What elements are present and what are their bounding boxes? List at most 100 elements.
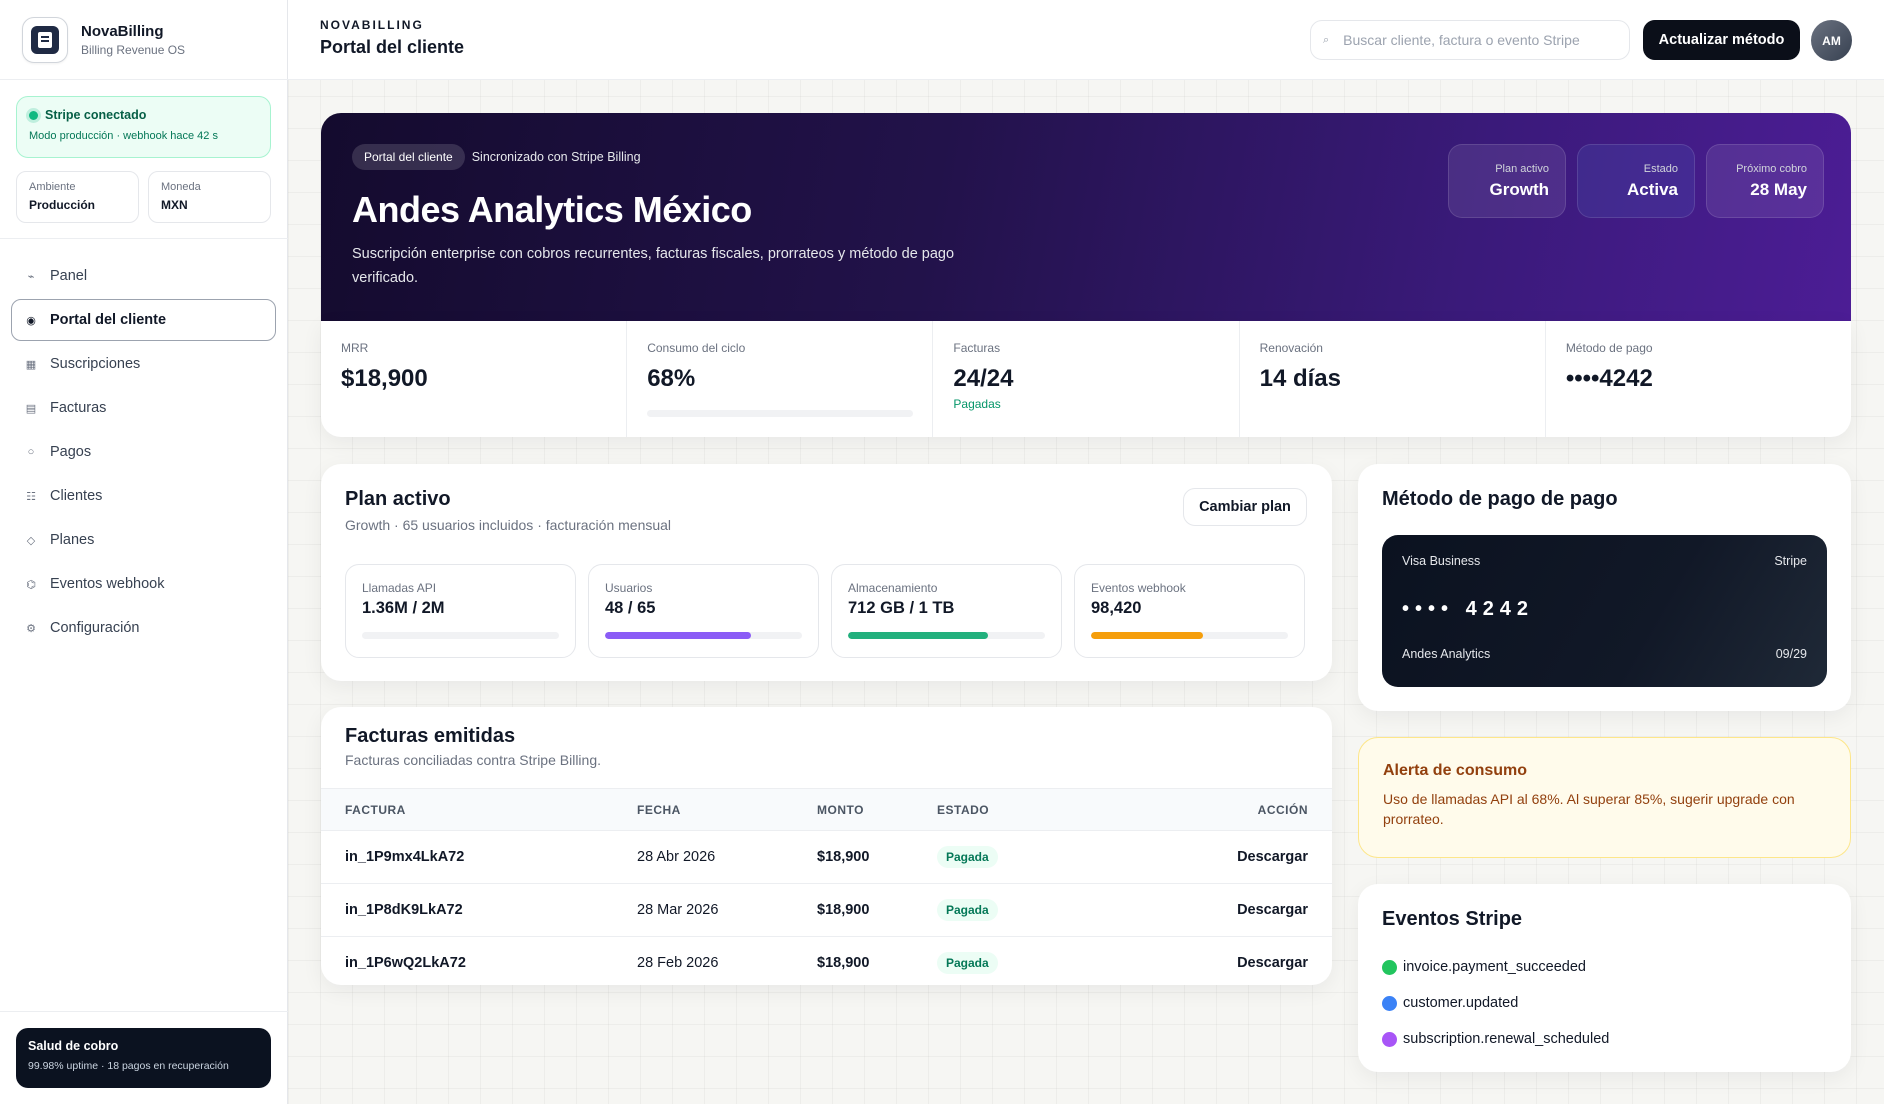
search-icon: ⌕	[1323, 33, 1330, 46]
sidebar-item-label: Planes	[50, 532, 95, 548]
invoices-table: FACTURA FECHA MONTO ESTADO ACCIÓN in_1P9…	[321, 788, 1332, 985]
usage-metric: Almacenamiento 712 GB / 1 TB	[831, 564, 1062, 658]
hero-stat-value: Activa	[1626, 180, 1678, 199]
hero-stat-plan: Plan activo Growth	[1448, 144, 1566, 218]
kpi-invoices: Facturas 24/24 Pagadas	[933, 321, 1240, 437]
event-name: customer.updated	[1403, 995, 1519, 1011]
topbar: NOVABILLING Portal del cliente ⌕ Actuali…	[288, 0, 1884, 80]
sidebar-item-facturas[interactable]: ▤ Facturas	[11, 387, 276, 429]
sidebar-nav: ⌁ Panel ◉ Portal del cliente ▦ Suscripciones ▤…	[11, 255, 276, 651]
avatar[interactable]: AM	[1811, 20, 1852, 61]
environment-label: Ambiente	[29, 181, 76, 193]
hero-chip: Portal del cliente	[352, 144, 465, 170]
diamond-icon: ◇	[26, 534, 36, 547]
column-header[interactable]: FECHA	[637, 788, 817, 831]
usage-label: Eventos webhook	[1091, 581, 1186, 595]
change-plan-button[interactable]: Cambiar plan	[1183, 488, 1307, 526]
customer-hero: Portal del cliente Sincronizado con Stri…	[321, 113, 1851, 321]
currency-value: MXN	[161, 198, 188, 212]
sidebar-item-portal-del-cliente[interactable]: ◉ Portal del cliente	[11, 299, 276, 341]
list-icon: ☷	[26, 490, 36, 503]
currency-label: Moneda	[161, 181, 201, 193]
environment-box: Ambiente Producción	[16, 171, 139, 223]
billing-health-card: Salud de cobro 99.98% uptime · 18 pagos …	[16, 1028, 271, 1088]
active-plan-card: Plan activo Growth · 65 usuarios incluid…	[321, 464, 1332, 681]
kpi-label: Facturas	[953, 341, 1001, 355]
table-row[interactable]: in_1P8dK9LkA72 28 Mar 2026 $18,900 Pagada De…	[321, 883, 1332, 937]
topbar-kicker: NOVABILLING	[320, 18, 424, 32]
brand[interactable]: NovaBilling Billing Revenue OS	[22, 16, 272, 64]
sidebar-item-eventos-webhook[interactable]: ⌬ Eventos webhook	[11, 563, 276, 605]
status-dot-icon	[29, 110, 38, 120]
column-header[interactable]: ESTADO	[937, 788, 1092, 831]
hero-stat-value: Growth	[1489, 180, 1550, 199]
table-row[interactable]: in_1P6wQ2LkA72 28 Feb 2026 $18,900 Pagada De…	[321, 937, 1332, 986]
kpi-value: 24/24	[953, 365, 1014, 392]
sidebar-divider	[0, 1011, 288, 1012]
usage-progress-bar	[1091, 632, 1288, 639]
events-title: Eventos Stripe	[1382, 908, 1523, 930]
hero-stat-label: Próximo cobro	[1736, 163, 1807, 175]
hero-stat-label: Estado	[1643, 163, 1678, 175]
download-invoice-link[interactable]: Descargar	[1091, 830, 1332, 884]
table-row[interactable]: in_1P9mx4LkA72 28 Abr 2026 $18,900 Pagada De…	[321, 830, 1332, 884]
sidebar-item-label: Configuración	[50, 620, 140, 636]
sidebar-item-panel[interactable]: ⌁ Panel	[11, 255, 276, 297]
hero-stat-value: 28 May	[1750, 180, 1807, 199]
update-payment-method-button[interactable]: Actualizar método	[1643, 20, 1800, 60]
usage-metrics: Llamadas API 1.36M / 2M Usuarios 48 / 65 Alm…	[345, 564, 1305, 658]
sidebar-divider	[0, 238, 288, 239]
event-name: invoice.payment_succeeded	[1403, 959, 1586, 975]
search-input[interactable]	[1343, 32, 1614, 48]
sidebar-item-configuración[interactable]: ⚙ Configuración	[11, 607, 276, 649]
sidebar-item-label: Facturas	[50, 400, 107, 416]
list-item[interactable]: invoice.payment_succeeded	[1382, 949, 1827, 985]
credit-card-preview[interactable]: Visa Business Stripe •••• 4242 Andes Ana…	[1382, 535, 1827, 687]
invoices-title: Facturas emitidas	[345, 725, 516, 747]
column-header[interactable]: MONTO	[817, 788, 937, 831]
invoice-amount: $18,900	[817, 955, 870, 972]
invoice-date: 28 Feb 2026	[637, 955, 719, 972]
column-header[interactable]: FACTURA	[321, 788, 637, 831]
progress-fill	[848, 632, 988, 639]
connection-subtitle: Modo producción · webhook hace 42 s	[29, 130, 218, 142]
usage-metric: Usuarios 48 / 65	[588, 564, 819, 658]
status-badge: Pagada	[937, 899, 998, 921]
invoice-date: 28 Mar 2026	[637, 883, 817, 937]
download-invoice-link[interactable]: Descargar	[1091, 883, 1332, 937]
kpi-value: 14 días	[1259, 365, 1341, 392]
alert-text: Uso de llamadas API al 68%. Al superar 8…	[1383, 791, 1795, 827]
column-header[interactable]: ACCIÓN	[1091, 788, 1332, 831]
card-network: Stripe	[1774, 554, 1807, 568]
brand-subtitle: Billing Revenue OS	[81, 43, 186, 57]
status-badge: Pagada	[937, 846, 998, 868]
card-expiry: 09/29	[1775, 647, 1807, 661]
invoices-card: Facturas emitidas Facturas conciliadas c…	[321, 707, 1332, 985]
usage-label: Usuarios	[605, 581, 653, 595]
event-name: subscription.renewal_scheduled	[1403, 1031, 1610, 1047]
hero-stat-next-charge: Próximo cobro 28 May	[1706, 144, 1824, 218]
sidebar-item-label: Pagos	[50, 444, 92, 460]
list-item[interactable]: customer.updated	[1382, 985, 1827, 1021]
card-number: •••• 4242	[1402, 598, 1535, 620]
stripe-events-card: Eventos Stripe invoice.payment_succeeded…	[1358, 884, 1851, 1072]
kpi-value: 68%	[647, 365, 696, 392]
usage-label: Almacenamiento	[848, 581, 938, 595]
sidebar-item-label: Eventos webhook	[50, 576, 165, 592]
usage-value: 48 / 65	[605, 599, 656, 617]
usage-value: 712 GB / 1 TB	[848, 599, 955, 617]
download-invoice-link[interactable]: Descargar	[1237, 955, 1308, 972]
portal-dot-icon: ◉	[26, 314, 36, 327]
sidebar-item-clientes[interactable]: ☷ Clientes	[11, 475, 276, 517]
sidebar-item-pagos[interactable]: ○ Pagos	[11, 431, 276, 473]
health-title: Salud de cobro	[28, 1039, 119, 1053]
alert-title: Alerta de consumo	[1383, 762, 1528, 779]
invoice-amount: $18,900	[817, 883, 937, 937]
list-item[interactable]: subscription.renewal_scheduled	[1382, 1021, 1827, 1057]
sidebar-item-planes[interactable]: ◇ Planes	[11, 519, 276, 561]
dash-icon: ⌁	[27, 270, 35, 283]
search-box[interactable]: ⌕	[1310, 20, 1630, 60]
sidebar-item-suscripciones[interactable]: ▦ Suscripciones	[11, 343, 276, 385]
card-holder: Andes Analytics	[1402, 647, 1491, 661]
sidebar-item-label: Portal del cliente	[50, 312, 167, 328]
